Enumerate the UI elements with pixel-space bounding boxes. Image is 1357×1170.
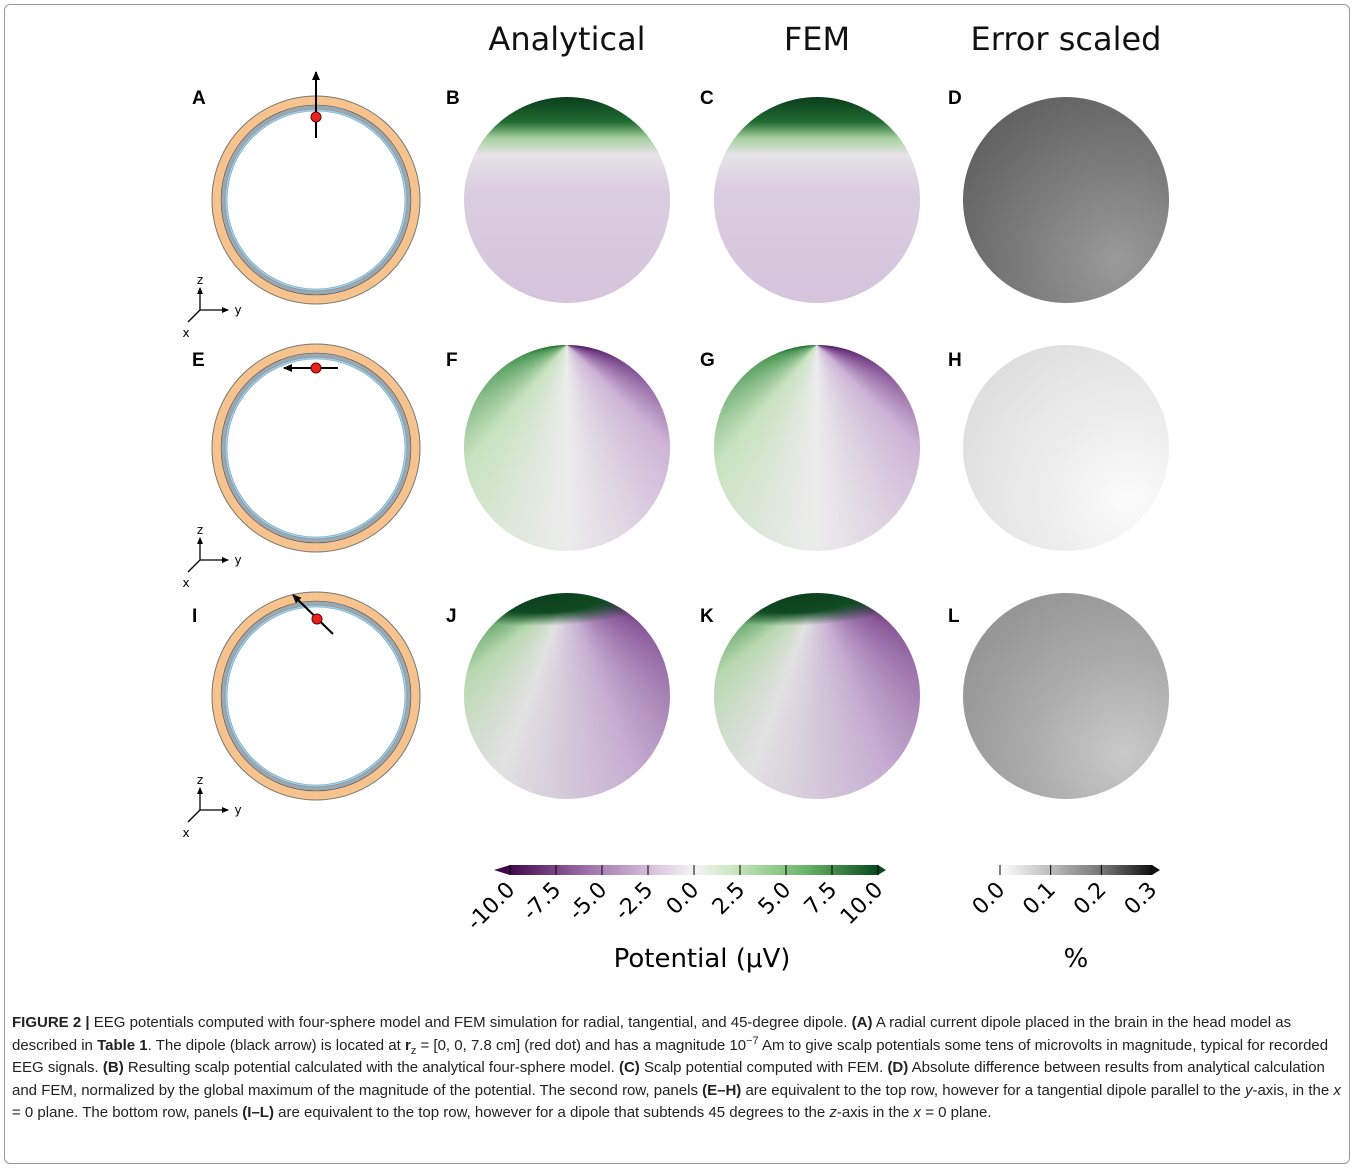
colorbar-label: % xyxy=(926,944,1226,974)
brain xyxy=(227,359,405,537)
column-header: FEM xyxy=(697,20,937,58)
caption-text: Table 1 xyxy=(97,1037,148,1054)
caption-text: x xyxy=(914,1104,922,1121)
colorbar-label: Potential (μV) xyxy=(552,944,852,974)
panel-label: A xyxy=(192,88,206,110)
figure-page: zyxzyxzyx-10.0-7.5-5.0-2.50.02.55.07.510… xyxy=(0,0,1357,1170)
caption-text: (B) xyxy=(103,1059,124,1076)
axis-label: z xyxy=(197,523,203,537)
caption-text: (D) xyxy=(887,1059,908,1076)
caption-text: x xyxy=(1333,1082,1341,1099)
axis-label: x xyxy=(182,326,189,340)
axis-label: x xyxy=(182,576,189,590)
colorbar-tick-label: 0.2 xyxy=(1069,878,1111,920)
caption-text: = 0 plane. xyxy=(921,1104,991,1121)
brain xyxy=(227,607,405,785)
caption-text: Resulting scalp potential calculated wit… xyxy=(124,1059,619,1076)
column-header: Analytical xyxy=(447,20,687,58)
colorbar-tick-label: -2.5 xyxy=(610,878,658,926)
colorbar-extend xyxy=(878,865,886,875)
panel-label: B xyxy=(446,88,460,110)
scalp-sphere xyxy=(714,345,920,551)
dipole-location xyxy=(311,112,321,122)
panel-label: F xyxy=(446,350,458,372)
colorbar-tick-label: 2.5 xyxy=(708,878,750,920)
dipole-location xyxy=(311,363,321,373)
colorbar-tick-label: 0.3 xyxy=(1120,878,1162,920)
axis-line xyxy=(188,310,200,322)
colorbar-tick-label: 5.0 xyxy=(754,878,796,920)
caption-text: -axis in the xyxy=(837,1104,914,1121)
panel-label: J xyxy=(446,606,457,628)
scalp-sphere xyxy=(714,593,920,799)
caption-text: = 0 plane. The bottom row, panels xyxy=(12,1104,242,1121)
caption: FIGURE 2 | EEG potentials computed with … xyxy=(12,1012,1347,1125)
scalp-sphere xyxy=(464,593,670,799)
axis-line xyxy=(188,560,200,572)
colorbar-extend xyxy=(1152,865,1160,875)
caption-text: (E–H) xyxy=(702,1082,741,1099)
caption-text: FIGURE 2 | xyxy=(12,1014,94,1031)
axis-label: z xyxy=(197,773,203,787)
scalp-sphere xyxy=(464,345,670,551)
axis-label: z xyxy=(197,273,203,287)
panel-label: I xyxy=(192,606,197,628)
colorbar-extend xyxy=(494,865,510,875)
caption-text: EEG potentials computed with four-sphere… xyxy=(94,1014,852,1031)
colorbar-tick-label: 0.0 xyxy=(968,878,1010,920)
colorbar-tick-label: 0.0 xyxy=(662,878,704,920)
colorbar-tick-label: -7.5 xyxy=(518,878,566,926)
panel-label: E xyxy=(192,350,205,372)
scalp-sphere xyxy=(963,345,1169,551)
panel-label: D xyxy=(948,88,962,110)
axis-line xyxy=(188,810,200,822)
axis-label: y xyxy=(234,803,241,817)
column-header: Error scaled xyxy=(946,20,1186,58)
caption-text: (A) xyxy=(852,1014,873,1031)
caption-text: are equivalent to the top row, however f… xyxy=(274,1104,829,1121)
caption-text: -axis, in the xyxy=(1252,1082,1333,1099)
scalp-sphere xyxy=(963,593,1169,799)
panel-label: L xyxy=(948,606,960,628)
caption-text: . The dipole (black arrow) is located at xyxy=(148,1037,405,1054)
caption-text: z xyxy=(829,1104,837,1121)
colorbar-tick-label: -10.0 xyxy=(462,878,520,936)
colorbar-tick-label: 10.0 xyxy=(836,878,888,930)
caption-text: −7 xyxy=(746,1035,759,1047)
caption-text: = [0, 0, 7.8 cm] (red dot) and has a mag… xyxy=(416,1037,746,1054)
colorbar-tick-label: 0.1 xyxy=(1018,878,1060,920)
colorbar-tick-label: 7.5 xyxy=(800,878,842,920)
caption-text: are equivalent to the top row, however f… xyxy=(741,1082,1245,1099)
axis-label: y xyxy=(234,553,241,567)
colorbar xyxy=(1000,865,1152,875)
axis-label: x xyxy=(182,826,189,840)
caption-text: (C) xyxy=(619,1059,640,1076)
caption-text: (I–L) xyxy=(242,1104,274,1121)
panel-label: H xyxy=(948,350,962,372)
scalp-sphere xyxy=(464,97,670,303)
axis-label: y xyxy=(234,303,241,317)
caption-text: Scalp potential computed with FEM. xyxy=(640,1059,888,1076)
panel-label: G xyxy=(700,350,715,372)
colorbar-tick-label: -5.0 xyxy=(564,878,612,926)
scalp-sphere xyxy=(714,97,920,303)
scalp-sphere xyxy=(963,97,1169,303)
panel-label: C xyxy=(700,88,714,110)
dipole-location xyxy=(312,614,322,624)
panel-label: K xyxy=(700,606,714,628)
